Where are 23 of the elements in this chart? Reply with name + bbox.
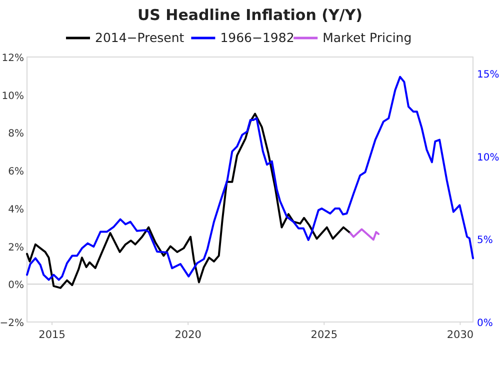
y-tick-label: 10% <box>2 90 24 102</box>
x-tick-label: 2030 <box>446 329 474 341</box>
line-series <box>26 76 474 281</box>
y-tick-label: 4% <box>8 204 24 216</box>
legend-label: Market Pricing <box>322 30 412 45</box>
y-tick-label: −2% <box>0 318 24 329</box>
legend-label: 1966−1982 <box>220 30 294 45</box>
y-tick-label: 2% <box>8 242 24 254</box>
line-series <box>349 228 380 241</box>
y-tick-label: 12% <box>2 53 24 64</box>
legend-label: 2014−Present <box>95 30 184 45</box>
y2-tick-label: 10% <box>477 152 500 164</box>
y-tick-label: 6% <box>8 166 24 178</box>
x-tick-label: 2015 <box>38 329 66 341</box>
y-tick-label: 0% <box>8 280 24 292</box>
y2-tick-label: 15% <box>477 70 500 81</box>
y-tick-label: 8% <box>8 128 24 140</box>
x-tick-label: 2025 <box>310 329 338 341</box>
chart-title: US Headline Inflation (Y/Y) <box>137 6 363 24</box>
y2-tick-label: 5% <box>477 235 493 246</box>
y2-tick-label: 0% <box>477 318 493 329</box>
line-series <box>26 112 352 289</box>
x-tick-label: 2020 <box>174 329 202 341</box>
